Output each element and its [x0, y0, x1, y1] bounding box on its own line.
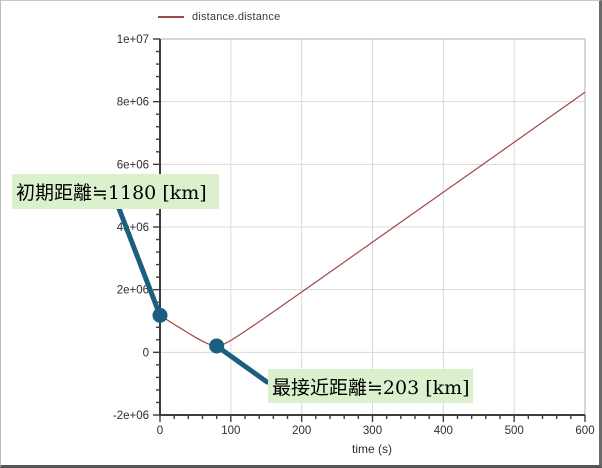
- callout-line: [115, 203, 163, 318]
- y-tick-label: 2e+06: [117, 285, 149, 297]
- y-tick-label: 8e+06: [117, 97, 149, 109]
- x-tick-label: 400: [434, 425, 453, 437]
- legend-line-sample: [158, 16, 184, 18]
- distance-curve: [159, 91, 586, 347]
- x-tick-label: 300: [363, 425, 382, 437]
- y-tick-label: 1e+07: [117, 34, 149, 46]
- y-tick-label: 0: [143, 347, 149, 359]
- y-tick-label: 4e+06: [117, 222, 149, 234]
- callout-line: [214, 343, 270, 385]
- data-point-marker: [209, 338, 225, 354]
- x-tick-label: 500: [505, 425, 524, 437]
- grid-lines: [160, 39, 585, 415]
- annotation-initial-distance: 初期距離≒1180 [km]: [12, 174, 219, 209]
- x-axis-title: time (s): [352, 442, 392, 456]
- legend: distance.distance: [158, 11, 280, 23]
- x-tick-label: 200: [292, 425, 311, 437]
- legend-label: distance.distance: [192, 11, 281, 23]
- tick-labels: 1e+07 8e+06 6e+06 4e+06 2e+06 0 -2e+06 0 100 200 3…: [113, 34, 595, 437]
- x-tick-label: 600: [575, 425, 594, 437]
- y-tick-label: -2e+06: [113, 410, 149, 422]
- x-tick-label: 0: [157, 425, 163, 437]
- annotation-closest-distance: 最接近距離≒203 [km]: [268, 369, 473, 403]
- plot-frame: [160, 38, 586, 415]
- y-tick-label: 6e+06: [117, 159, 149, 171]
- data-point-marker: [152, 307, 168, 323]
- x-tick-label: 100: [221, 425, 240, 437]
- tick-marks: [153, 38, 586, 422]
